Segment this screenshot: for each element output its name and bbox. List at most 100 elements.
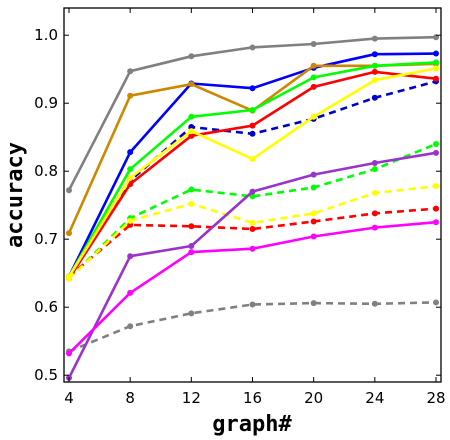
y-tick-label: 0.5 bbox=[34, 366, 58, 384]
y-tick-label: 0.9 bbox=[34, 94, 58, 112]
series-11-point bbox=[188, 243, 195, 249]
series-4-point bbox=[310, 62, 317, 69]
series-11 bbox=[66, 149, 439, 381]
series-2-point bbox=[371, 51, 378, 58]
series-5 bbox=[66, 59, 439, 280]
series-0-point bbox=[249, 44, 256, 51]
series-line-1 bbox=[68, 301, 437, 353]
series-9-point bbox=[371, 77, 378, 84]
series-8-point bbox=[249, 226, 256, 232]
series-10-point bbox=[310, 210, 317, 217]
series-6-point bbox=[433, 141, 439, 147]
series-9-point bbox=[433, 65, 439, 72]
y-tick-label: 0.6 bbox=[34, 298, 58, 316]
series-12-point bbox=[433, 219, 439, 226]
series-11-point bbox=[433, 149, 439, 156]
series-10 bbox=[66, 183, 439, 282]
series-1-point bbox=[249, 301, 256, 308]
series-3-point bbox=[249, 130, 256, 137]
series-12-point bbox=[66, 350, 72, 357]
series-line-5 bbox=[67, 61, 437, 278]
series-1 bbox=[66, 299, 439, 355]
series-3-point bbox=[371, 94, 378, 101]
series-line-9 bbox=[67, 67, 437, 278]
series-9-point bbox=[249, 155, 256, 162]
series-5-point bbox=[249, 107, 256, 113]
series-12-point bbox=[310, 233, 317, 240]
x-tick-label: 16 bbox=[243, 389, 262, 407]
y-axis-title: accuracy bbox=[3, 142, 28, 248]
series-12 bbox=[66, 219, 439, 357]
series-10-point bbox=[371, 189, 378, 196]
x-tick-label: 20 bbox=[304, 389, 323, 407]
series-0 bbox=[66, 34, 439, 194]
series-9-point bbox=[310, 113, 317, 120]
axis-layer: 4 8 12 16 20 24 28 0.5 0.6 0.7 0.8 0.9 1.0 bbox=[34, 8, 446, 407]
series-11-point bbox=[310, 171, 317, 178]
y-tick-label: 1.0 bbox=[34, 26, 58, 44]
series-6-point bbox=[249, 193, 256, 200]
x-tick-label: 12 bbox=[182, 389, 201, 407]
series-0-point bbox=[188, 53, 195, 60]
series-10-point bbox=[188, 200, 195, 207]
series-8 bbox=[66, 205, 439, 280]
series-5-point bbox=[433, 59, 439, 66]
series-1-point bbox=[433, 299, 439, 306]
series-line-12 bbox=[68, 220, 437, 355]
series-0-point bbox=[433, 34, 439, 41]
series-line-10 bbox=[68, 184, 437, 280]
x-tick-label: 24 bbox=[365, 389, 384, 407]
series-9-point bbox=[127, 175, 134, 181]
series-5-point bbox=[371, 62, 378, 69]
series-6-point bbox=[188, 186, 195, 193]
series-10-point bbox=[433, 183, 439, 190]
series-8-point bbox=[188, 223, 195, 230]
series-7-point bbox=[433, 75, 439, 82]
x-tick-label: 28 bbox=[426, 389, 445, 407]
series-10-point bbox=[127, 217, 134, 224]
series-5-point bbox=[127, 166, 134, 173]
series-layer bbox=[66, 34, 439, 381]
y-tick-label: 0.8 bbox=[34, 162, 58, 180]
x-tick-label: 4 bbox=[64, 389, 74, 407]
series-0-point bbox=[127, 68, 134, 75]
series-10-point bbox=[249, 219, 256, 226]
series-6-point bbox=[371, 166, 378, 173]
series-5-point bbox=[188, 113, 195, 120]
series-4-point bbox=[188, 81, 195, 88]
series-8-point bbox=[371, 210, 378, 217]
series-12-point bbox=[249, 245, 256, 252]
series-2-point bbox=[127, 149, 134, 156]
series-11-point bbox=[127, 253, 134, 260]
series-7-point bbox=[310, 83, 317, 90]
series-10-point bbox=[66, 275, 72, 282]
series-12-point bbox=[127, 289, 134, 296]
series-9-point bbox=[188, 128, 195, 135]
series-7 bbox=[66, 68, 439, 282]
series-1-point bbox=[371, 300, 378, 307]
series-6-point bbox=[310, 184, 317, 191]
series-5-point bbox=[310, 74, 317, 81]
series-11-point bbox=[249, 188, 256, 195]
series-8-point bbox=[310, 218, 317, 225]
series-4-point bbox=[66, 230, 72, 237]
series-11-point bbox=[371, 160, 378, 167]
series-12-point bbox=[188, 249, 195, 256]
y-tick-label: 0.7 bbox=[34, 230, 58, 248]
series-1-point bbox=[127, 323, 134, 330]
series-7-point bbox=[371, 68, 378, 75]
x-tick-label: 8 bbox=[125, 389, 135, 407]
series-1-point bbox=[188, 310, 195, 317]
series-1-point bbox=[310, 300, 317, 307]
series-8-point bbox=[433, 205, 439, 212]
x-axis-title: graph# bbox=[212, 412, 292, 437]
series-12-point bbox=[371, 224, 378, 231]
series-0-point bbox=[371, 35, 378, 42]
series-0-point bbox=[66, 187, 72, 194]
series-2-point bbox=[433, 50, 439, 57]
series-7-point bbox=[249, 122, 256, 129]
series-2-point bbox=[249, 85, 256, 92]
series-7-point bbox=[188, 132, 195, 139]
series-4-point bbox=[127, 92, 134, 99]
